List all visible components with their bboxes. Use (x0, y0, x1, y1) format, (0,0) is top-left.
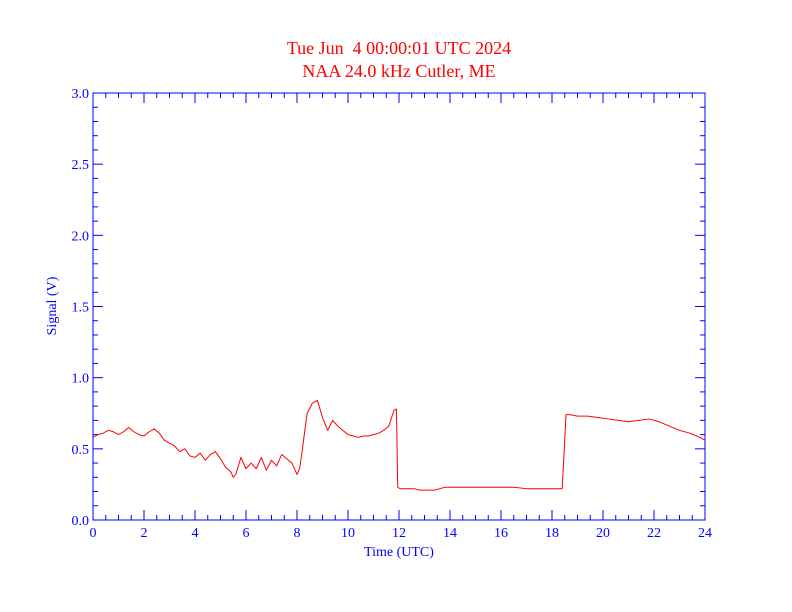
y-tick-label: 1.5 (72, 301, 90, 316)
series-layer (92, 399, 706, 491)
x-tick-label: 2 (141, 526, 148, 541)
x-tick-label: 22 (647, 526, 661, 541)
plot-frame (92, 92, 706, 521)
x-tick-label: 16 (494, 526, 508, 541)
y-tick-label: 2.5 (72, 158, 90, 173)
x-tick-label: 12 (392, 526, 406, 541)
x-axis-label: Time (UTC) (364, 545, 434, 560)
y-tick-label: 0.5 (72, 443, 90, 458)
axis-tick-labels: 0 2 4 6 8 10 12 14 16 18 20 22 240.00.51.01.52.02.53… (72, 87, 713, 541)
x-tick-label: 6 (243, 526, 250, 541)
chart-title: Tue Jun 4 00:00:01 UTC 2024 (287, 38, 511, 58)
y-tick-label: 2.0 (72, 229, 90, 244)
chart-subtitle: NAA 24.0 kHz Cutler, ME (302, 61, 495, 81)
y-axis-label: Signal (V) (45, 276, 60, 335)
y-tick-label: 1.0 (72, 372, 90, 387)
axis-ticks (92, 92, 706, 521)
x-tick-label: 4 (192, 526, 199, 541)
x-tick-label: 18 (545, 526, 559, 541)
y-tick-label: 3.0 (72, 87, 90, 102)
x-tick-label: 0 (90, 526, 97, 541)
x-tick-label: 20 (596, 526, 610, 541)
y-tick-label: 0.0 (72, 514, 90, 529)
signal-series-line (92, 399, 706, 491)
x-tick-label: 10 (341, 526, 355, 541)
x-tick-label: 8 (294, 526, 301, 541)
x-tick-label: 14 (443, 526, 457, 541)
x-tick-label: 24 (698, 526, 712, 541)
